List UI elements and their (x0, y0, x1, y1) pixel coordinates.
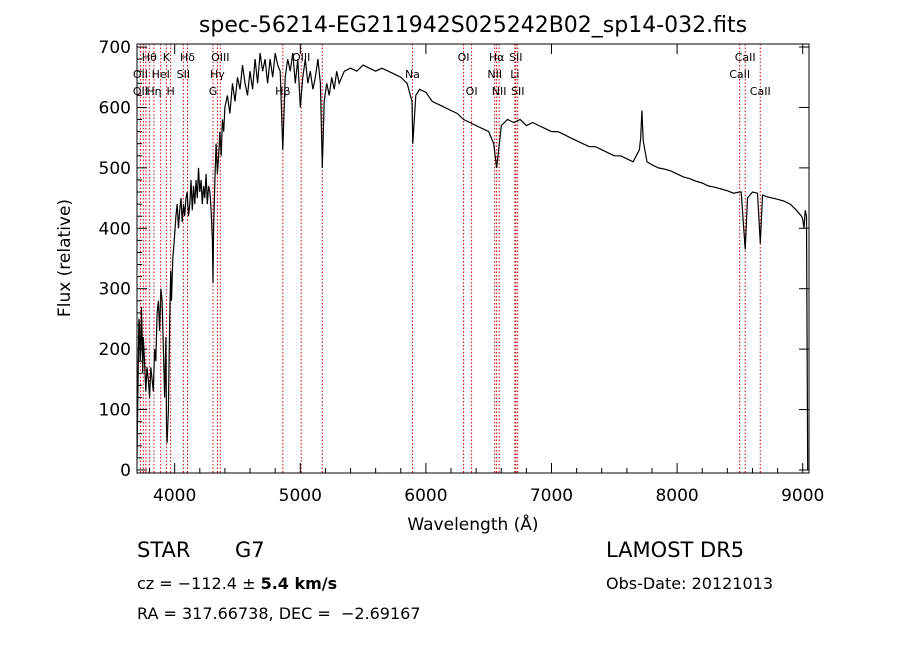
coordinates: RA = 317.66738, DEC = −2.69167 (137, 604, 421, 623)
marker-label: OI (458, 51, 470, 64)
marker-label: G (209, 85, 218, 98)
marker-label: OI (466, 85, 478, 98)
object-class: STAR (137, 538, 191, 562)
marker-label: SII (511, 85, 524, 98)
x-tick-label: 4000 (153, 486, 196, 506)
y-tick-label: 600 (99, 98, 131, 118)
marker-label: Hη (146, 85, 161, 98)
y-tick-label: 700 (99, 38, 131, 58)
marker-label: CaII (729, 68, 750, 81)
spectral-subclass: G7 (235, 538, 265, 562)
y-tick-label: 100 (99, 401, 131, 421)
survey-name: LAMOST DR5 (606, 538, 745, 562)
marker-label: HeI (152, 68, 170, 81)
marker-label: Hβ (275, 85, 290, 98)
spectrum-chart: spec-56214-EG211942S025242B02_sp14-032.f… (55, 13, 824, 535)
y-tick-label: 300 (99, 280, 131, 300)
spectral-line-labels: Hθ K Hδ OIII OIII OI Hα SII CaII OII HeI SII Hγ Na NII… (133, 51, 771, 98)
redshift-readout: cz = −112.4 ± 5.4 km/s (137, 574, 337, 593)
x-tick-label: 8000 (655, 486, 698, 506)
marker-label: OIII (211, 51, 229, 64)
marker-label: NII (487, 68, 502, 81)
chart-title: spec-56214-EG211942S025242B02_sp14-032.f… (199, 13, 747, 38)
x-tick-label: 6000 (404, 486, 447, 506)
y-axis: 0 100 200 300 400 500 600 700 (99, 38, 809, 481)
y-tick-label: 0 (120, 461, 131, 481)
x-axis: 4000 5000 6000 7000 8000 9000 (149, 44, 824, 506)
marker-label: SII (177, 68, 190, 81)
observation-date: Obs-Date: 20121013 (606, 574, 774, 593)
y-axis-label: Flux (relative) (55, 199, 75, 317)
x-tick-label: 9000 (781, 486, 824, 506)
marker-label: CaII (735, 51, 756, 64)
plot-frame (136, 43, 810, 474)
marker-label: OII (133, 68, 148, 81)
x-axis-label: Wavelength (Å) (407, 513, 538, 535)
x-tick-label: 7000 (530, 486, 573, 506)
redshift-error: 5.4 km/s (260, 574, 338, 593)
marker-label: Hδ (180, 51, 195, 64)
spectrum-line (136, 52, 809, 471)
marker-label: Hθ (142, 51, 157, 64)
x-tick-label: 5000 (279, 486, 322, 506)
redshift-value: cz = −112.4 ± (137, 574, 261, 593)
marker-label: Hγ (210, 68, 225, 81)
marker-label: H (167, 85, 175, 98)
spectral-line-markers (139, 44, 761, 473)
marker-label: K (163, 51, 171, 64)
marker-label: NII (492, 85, 507, 98)
marker-label: Li (510, 68, 519, 81)
marker-label: CaII (750, 85, 771, 98)
y-tick-label: 200 (99, 340, 131, 360)
marker-label: Na (405, 68, 420, 81)
marker-label: SII (509, 51, 522, 64)
y-tick-label: 400 (99, 219, 131, 239)
marker-label: OIII (292, 51, 310, 64)
marker-label: Hα (489, 51, 505, 64)
y-tick-label: 500 (99, 159, 131, 179)
